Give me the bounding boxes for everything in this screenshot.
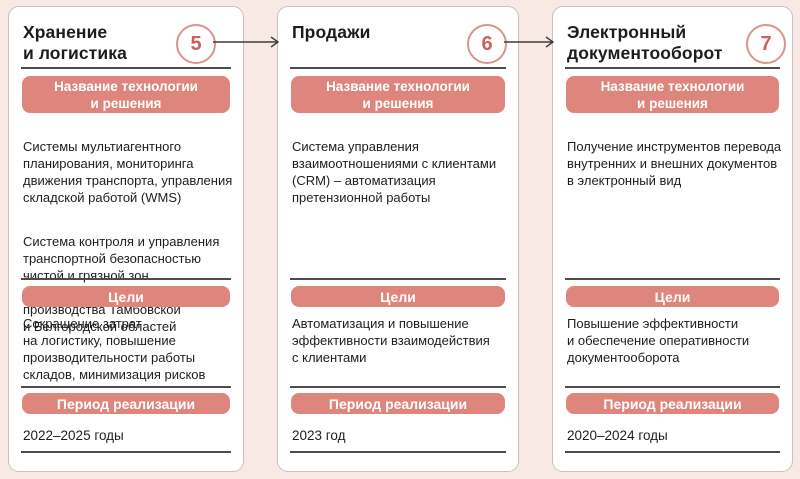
divider [290, 386, 506, 388]
card-title: Хранение и логистика [23, 22, 127, 63]
arrow-right-icon [213, 36, 280, 48]
divider [290, 278, 506, 280]
divider [565, 278, 780, 280]
tech-description: Система управления взаимоотношениями с к… [292, 121, 510, 223]
period-section-header: Период реализации [566, 393, 779, 414]
tech-section-header: Название технологии и решения [291, 76, 505, 113]
arrow-right-icon [504, 36, 555, 48]
tech-section-header: Название технологии и решения [22, 76, 230, 113]
goals-description: Сокращение затрат на логистику, повышени… [23, 316, 206, 382]
divider [565, 386, 780, 388]
goals-description: Автоматизация и повышение эффективности … [292, 316, 490, 365]
goals-section-header: Цели [291, 286, 505, 307]
card-title: Электронный документооборот [567, 22, 723, 63]
divider [565, 451, 780, 453]
step-number: 5 [190, 32, 202, 55]
divider [21, 451, 231, 453]
divider [21, 386, 231, 388]
step-number: 7 [760, 32, 772, 55]
divider [290, 451, 506, 453]
divider [21, 67, 231, 69]
period-value: 2023 год [292, 428, 346, 443]
tech-section-header: Название технологии и решения [566, 76, 779, 113]
tech-paragraph: Получение инструментов перевода внутренн… [567, 139, 782, 188]
step-number-badge: 6 [467, 24, 507, 64]
divider [290, 67, 506, 69]
divider [565, 67, 780, 69]
period-section-header: Период реализации [291, 393, 505, 414]
tech-description: Получение инструментов перевода внутренн… [567, 121, 784, 206]
period-section-header: Период реализации [22, 393, 230, 414]
step-number-badge: 7 [746, 24, 786, 64]
card-sales: Продажи 6 Название технологии и решения … [277, 6, 519, 472]
period-value: 2022–2025 годы [23, 428, 124, 443]
divider [21, 278, 231, 280]
card-storage-logistics: Хранение и логистика 5 Название технолог… [8, 6, 244, 472]
goals-section-header: Цели [22, 286, 230, 307]
step-number: 6 [481, 32, 493, 55]
step-number-badge: 5 [176, 24, 216, 64]
tech-description: Системы мультиагентного планирования, мо… [23, 121, 235, 352]
card-electronic-docflow: Электронный документооборот 7 Название т… [552, 6, 793, 472]
goals-description: Повышение эффективности и обеспечение оп… [567, 316, 750, 365]
tech-paragraph: Системы мультиагентного планирования, мо… [23, 139, 233, 205]
goals-section-header: Цели [566, 286, 779, 307]
period-value: 2020–2024 годы [567, 428, 668, 443]
card-title: Продажи [292, 22, 371, 42]
tech-paragraph: Система управления взаимоотношениями с к… [292, 139, 497, 205]
